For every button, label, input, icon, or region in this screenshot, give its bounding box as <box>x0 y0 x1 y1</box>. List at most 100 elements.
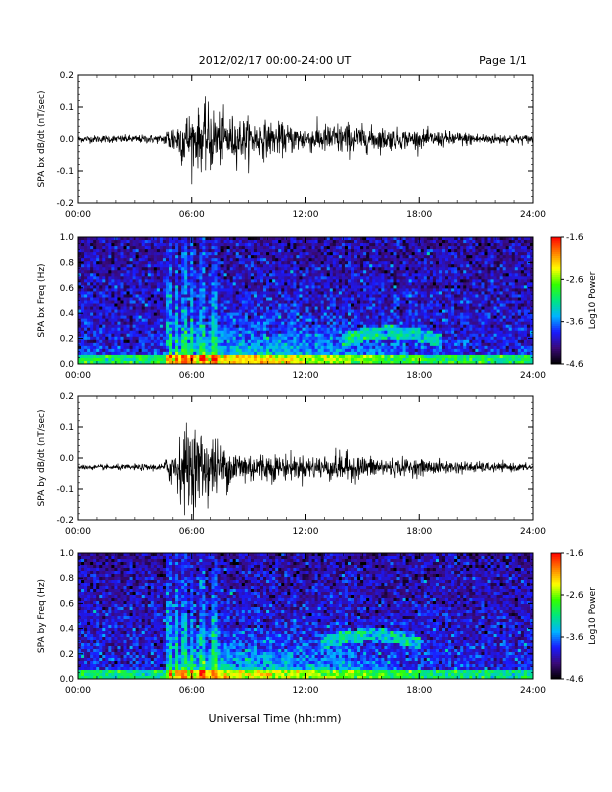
x-tick-label: 00:00 <box>65 686 91 696</box>
y-axis-label: SPA by dB/dt (nT/sec) <box>37 410 47 507</box>
by-spectrogram-panel: 1.0 0.8 0.6 0.4 0.2 0.000:00 06:00 12:00 18:00 24… <box>37 549 546 696</box>
x-tick-label: 00:00 <box>65 210 91 220</box>
colorbar-tick-label: -1.6 <box>566 549 584 559</box>
plot-frame <box>77 395 534 521</box>
colorbar-swatch <box>551 628 561 632</box>
colorbar-swatch <box>551 670 561 674</box>
y-tick-label: -0.2 <box>56 516 74 526</box>
colorbar-swatch <box>551 342 561 346</box>
y-tick-label: 1.0 <box>60 233 75 243</box>
colorbar-swatch <box>551 653 561 657</box>
colorbar-tick-label: -4.6 <box>566 360 584 370</box>
x-tick-label: 12:00 <box>293 210 319 220</box>
colorbar-swatch <box>551 567 561 571</box>
colorbar-swatch <box>551 334 561 337</box>
colorbar-swatch <box>551 590 561 594</box>
colorbar-swatch <box>551 618 561 621</box>
colorbar-swatch <box>551 302 561 306</box>
colorbar-swatch <box>551 330 561 333</box>
colorbar-swatch <box>551 637 561 640</box>
bx-dbdt-panel: 0.2 0.1 0.0 -0.1 -0.200:00 06:00 12:00 18:00 24:… <box>37 71 546 220</box>
colorbar-swatch <box>551 674 561 678</box>
colorbar-swatch <box>551 253 561 257</box>
colorbar-swatch <box>551 662 561 665</box>
colorbar-swatch <box>551 355 561 359</box>
colorbar-swatch <box>551 247 561 251</box>
colorbar-swatch <box>551 569 561 573</box>
colorbar-swatch <box>551 595 561 598</box>
colorbar-swatch <box>551 613 561 617</box>
colorbar-swatch <box>551 555 561 558</box>
colorbar-swatch <box>551 597 561 600</box>
colorbar-swatch <box>551 571 561 575</box>
colorbar-swatch <box>551 289 561 293</box>
colorbar-tick-label: -2.6 <box>566 275 584 285</box>
colorbar-swatch <box>551 279 561 282</box>
colorbar-swatch <box>551 645 561 648</box>
colorbar-swatch <box>551 349 561 352</box>
colorbar-swatch <box>551 588 561 592</box>
colorbar-swatch <box>551 630 561 634</box>
x-tick-label: 12:00 <box>293 371 319 381</box>
colorbar-swatch <box>551 315 561 318</box>
colorbar-swatch <box>551 641 561 644</box>
x-tick-label: 12:00 <box>293 686 319 696</box>
colorbar-swatch <box>551 344 561 348</box>
colorbar-swatch <box>551 308 561 312</box>
colorbar-swatch <box>551 553 561 556</box>
colorbar-swatch <box>551 578 561 581</box>
colorbar-swatch <box>551 251 561 255</box>
y-tick-label: 0.2 <box>60 335 74 345</box>
colorbar-swatch <box>551 262 561 265</box>
colorbar-swatch <box>551 268 561 272</box>
colorbar-swatch <box>551 304 561 308</box>
dbdt-trace <box>77 422 534 521</box>
colorbar-swatch <box>551 557 561 560</box>
colorbar-frame <box>550 236 562 365</box>
colorbar-swatch <box>551 313 561 316</box>
x-tick-label: 24:00 <box>520 527 546 537</box>
colorbar-swatch <box>551 666 561 669</box>
colorbar-swatch <box>551 294 561 297</box>
colorbar-swatch <box>551 353 561 356</box>
colorbar-swatch <box>551 584 561 587</box>
colorbar-swatch <box>551 668 561 671</box>
colorbar-swatch <box>551 563 561 566</box>
x-tick-label: 06:00 <box>179 371 205 381</box>
colorbar-swatch <box>551 321 561 325</box>
colorbar-swatch <box>551 634 561 638</box>
y-tick-label: 0.8 <box>60 258 75 268</box>
colorbar-swatch <box>551 582 561 585</box>
colorbar-swatch <box>551 287 561 291</box>
colorbar-swatch <box>551 323 561 327</box>
colorbar-swatch <box>551 586 561 590</box>
colorbar-swatch <box>551 647 561 650</box>
colorbar-swatch <box>551 351 561 354</box>
colorbar-swatch <box>551 574 561 577</box>
x-tick-label: 18:00 <box>406 371 432 381</box>
x-tick-label: 18:00 <box>406 210 432 220</box>
colorbar-swatch <box>551 580 561 583</box>
colorbar-tick-label: -2.6 <box>566 591 584 601</box>
y-tick-label: 0.2 <box>60 650 74 660</box>
y-tick-label: 0.2 <box>60 392 74 402</box>
colorbar-swatch <box>551 660 561 663</box>
y-tick-label: -0.1 <box>56 167 74 177</box>
colorbar-swatch <box>551 655 561 659</box>
y-tick-label: 1.0 <box>60 549 75 559</box>
by-colorbar: -1.6 -2.6 -3.6 -4.6 Log10 Power <box>550 549 598 685</box>
colorbar-swatch <box>551 245 561 248</box>
colorbar-swatch <box>551 347 561 350</box>
colorbar-swatch <box>551 607 561 611</box>
y-tick-label: 0.0 <box>60 360 75 370</box>
colorbar-swatch <box>551 601 561 604</box>
colorbar-swatch <box>551 325 561 329</box>
x-tick-label: 00:00 <box>65 527 91 537</box>
colorbar-swatch <box>551 249 561 253</box>
dbdt-trace <box>77 96 534 185</box>
x-tick-label: 06:00 <box>179 527 205 537</box>
colorbar-swatch <box>551 565 561 569</box>
x-tick-label: 12:00 <box>293 527 319 537</box>
by-dbdt-panel: 0.2 0.1 0.0 -0.1 -0.200:00 06:00 12:00 18:00 24:… <box>37 392 546 537</box>
colorbar-swatch <box>551 283 561 287</box>
